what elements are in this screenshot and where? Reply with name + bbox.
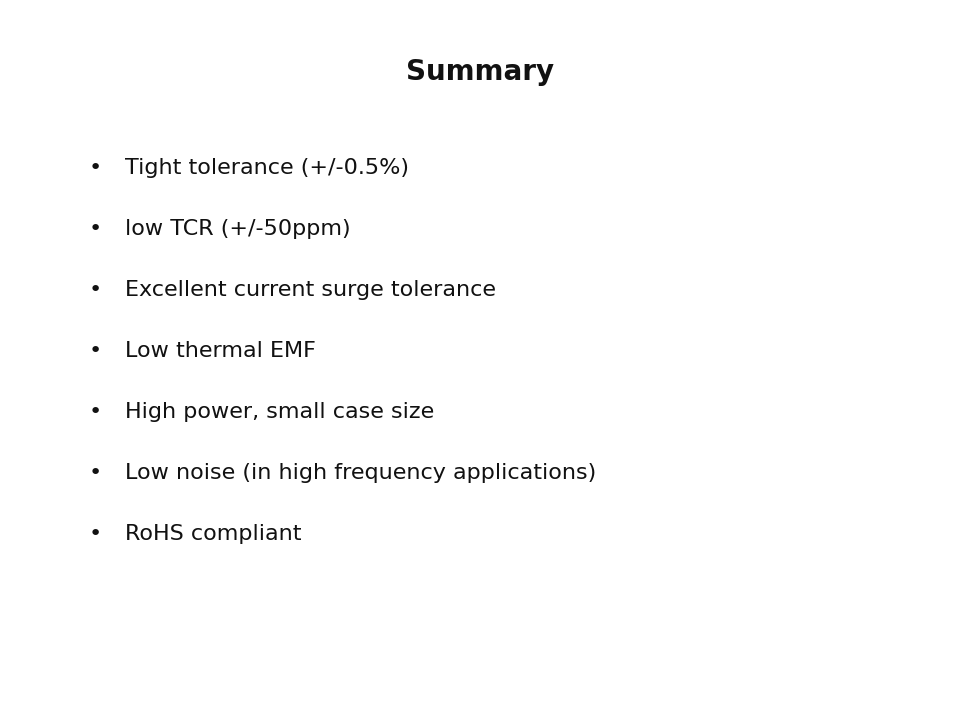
Text: low TCR (+/-50ppm): low TCR (+/-50ppm) (125, 219, 350, 239)
Text: RoHS compliant: RoHS compliant (125, 524, 301, 544)
Text: Low noise (in high frequency applications): Low noise (in high frequency application… (125, 463, 596, 483)
Text: •: • (88, 219, 102, 239)
Text: Low thermal EMF: Low thermal EMF (125, 341, 316, 361)
Text: Tight tolerance (+/-0.5%): Tight tolerance (+/-0.5%) (125, 158, 409, 178)
Text: •: • (88, 402, 102, 422)
Text: •: • (88, 524, 102, 544)
Text: •: • (88, 341, 102, 361)
Text: •: • (88, 463, 102, 483)
Text: •: • (88, 280, 102, 300)
Text: Summary: Summary (406, 58, 554, 86)
Text: High power, small case size: High power, small case size (125, 402, 434, 422)
Text: Excellent current surge tolerance: Excellent current surge tolerance (125, 280, 496, 300)
Text: •: • (88, 158, 102, 178)
